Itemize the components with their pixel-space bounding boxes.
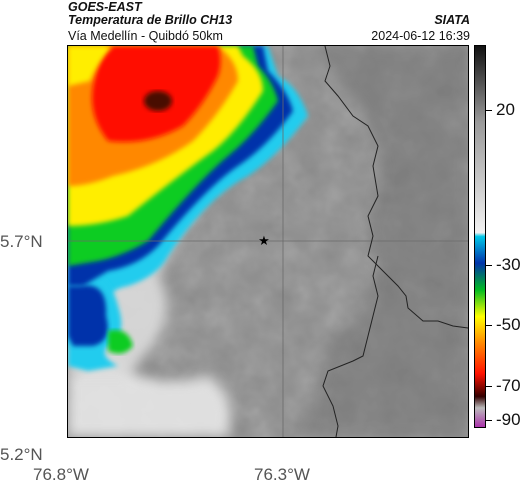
coldest-core xyxy=(144,91,172,111)
yellow-cloud-corner xyxy=(68,46,113,86)
lon-label-76-3: 76.3°W xyxy=(254,465,310,484)
satellite-map[interactable]: ★ xyxy=(67,45,469,438)
colorbar-label-minus-70: -70 xyxy=(496,376,521,395)
lon-label-76-8: 76.8°W xyxy=(33,465,89,484)
thin-cloud-lower xyxy=(68,361,231,437)
colorbar-tick-minus-50 xyxy=(486,325,492,326)
warm-terrain-area xyxy=(308,46,468,437)
colorbar-label-minus-30: -30 xyxy=(496,255,521,274)
colorbar-label-minus-90: -90 xyxy=(496,410,521,429)
colorbar xyxy=(474,45,486,428)
department-border-line-south xyxy=(322,255,379,437)
department-border-line xyxy=(324,46,468,329)
star-icon: ★ xyxy=(258,234,270,249)
map-canvas: ★ xyxy=(68,46,468,437)
colorbar-label-20: 20 xyxy=(496,100,515,119)
satellite-title: GOES-EAST xyxy=(68,0,142,14)
colorbar-tick-minus-90 xyxy=(486,420,492,421)
lat-label-5-7: 5.7°N xyxy=(0,232,43,251)
region-subtitle: Vía Medellín - Quibdó 50km xyxy=(68,29,223,43)
colorbar-tick-minus-30 xyxy=(486,265,492,266)
blue-cloud-cell xyxy=(68,285,108,346)
timestamp-label: 2024-06-12 16:39 xyxy=(371,29,470,43)
colorbar-tick-20 xyxy=(486,110,492,111)
colorbar-label-minus-50: -50 xyxy=(496,315,521,334)
lat-label-5-2: 5.2°N xyxy=(0,445,43,464)
colorbar-tick-minus-70 xyxy=(486,386,492,387)
product-title: Temperatura de Brillo CH13 xyxy=(68,13,233,27)
green-cloud-spot xyxy=(108,330,133,354)
organization-label: SIATA xyxy=(434,13,470,27)
